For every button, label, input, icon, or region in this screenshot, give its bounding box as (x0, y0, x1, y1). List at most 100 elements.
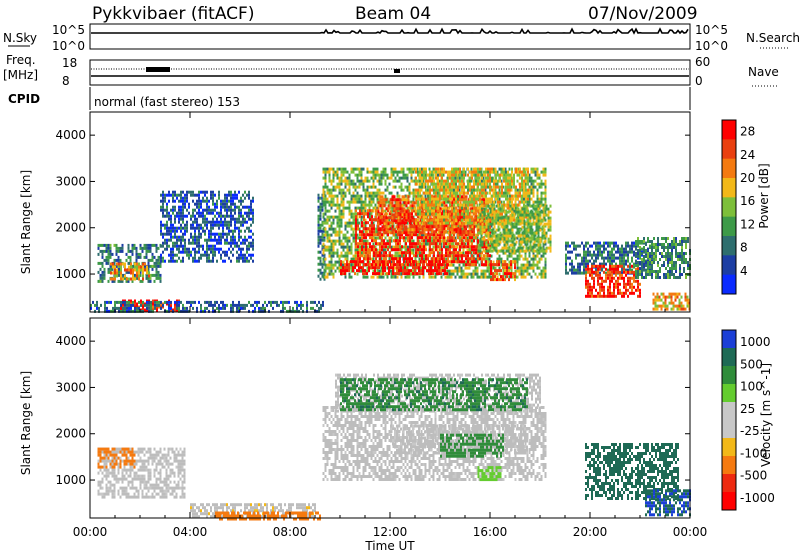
heatmap-cell (454, 266, 457, 270)
heatmap-cell (342, 206, 345, 210)
heatmap-cell (358, 170, 361, 174)
heatmap-cell (340, 188, 343, 192)
heatmap-cell (355, 230, 357, 234)
heatmap-cell (198, 196, 200, 200)
heatmap-cell (362, 206, 365, 210)
heatmap-cell (208, 211, 210, 215)
heatmap-cell (142, 309, 144, 313)
heatmap-cell (128, 306, 130, 310)
heatmap-cell (319, 241, 322, 245)
heatmap-cell (230, 220, 232, 224)
heatmap-cell (455, 251, 457, 255)
heatmap-cell (328, 173, 331, 177)
heatmap-cell (212, 196, 214, 200)
heatmap-cell (352, 269, 354, 273)
heatmap-cell (494, 272, 497, 276)
heatmap-cell (366, 179, 369, 183)
heatmap-cell (396, 266, 398, 270)
heatmap-cell (324, 263, 327, 267)
heatmap-cell (528, 263, 531, 267)
heatmap-cell (417, 230, 419, 234)
heatmap-cell (196, 241, 198, 245)
heatmap-cell (465, 236, 467, 240)
heatmap-cell (232, 217, 234, 221)
heatmap-cell (166, 223, 168, 227)
heatmap-cell (352, 200, 355, 204)
heatmap-cell (520, 188, 523, 192)
heatmap-cell (474, 272, 477, 276)
heatmap-cell (132, 277, 134, 281)
heatmap-cell (332, 245, 335, 249)
heatmap-cell (124, 265, 126, 269)
heatmap-cell (544, 269, 547, 273)
heatmap-cell (444, 263, 447, 267)
heatmap-cell (310, 306, 312, 310)
heatmap-cell (406, 167, 409, 171)
heatmap-cell (352, 254, 355, 258)
heatmap-cell (444, 227, 447, 231)
heatmap-cell (252, 196, 254, 200)
heatmap-cell (516, 269, 519, 273)
heatmap-cell (134, 262, 136, 266)
heatmap-cell (170, 253, 172, 257)
heatmap-cell (236, 309, 238, 313)
heatmap-cell (128, 300, 130, 304)
heatmap-cell (355, 233, 357, 237)
heatmap-cell (200, 205, 202, 209)
heatmap-cell (326, 230, 329, 234)
heatmap-cell (415, 233, 417, 237)
heatmap-cell (134, 306, 136, 310)
heatmap-cell (399, 221, 401, 225)
heatmap-cell (544, 257, 547, 261)
heatmap-cell (120, 309, 122, 313)
heatmap-cell (121, 243, 124, 247)
heatmap-cell (367, 215, 369, 219)
heatmap-cell (218, 193, 220, 197)
freq-panel-frame (89, 59, 691, 86)
heatmap-cell (471, 263, 473, 267)
heatmap-cell (190, 214, 192, 218)
heatmap-cell (354, 200, 357, 204)
heatmap-cell (326, 263, 329, 267)
heatmap-cell (512, 197, 515, 201)
heatmap-cell (172, 208, 174, 212)
heatmap-cell (176, 247, 178, 251)
heatmap-cell (453, 248, 455, 252)
heatmap-cell (258, 300, 260, 304)
heatmap-cell (196, 193, 198, 197)
heatmap-cell (396, 254, 399, 258)
heatmap-cell (112, 265, 114, 269)
heatmap-cell (372, 206, 375, 210)
heatmap-cell (377, 260, 379, 264)
heatmap-cell (334, 215, 337, 219)
heatmap-cell (452, 188, 455, 192)
heatmap-cell (418, 251, 421, 255)
heatmap-cell (435, 230, 437, 234)
heatmap-cell (359, 242, 361, 246)
heatmap-cell (372, 179, 375, 183)
heatmap-cell (340, 173, 343, 177)
heatmap-cell (530, 179, 533, 183)
heatmap-cell (174, 190, 176, 194)
heatmap-cell (220, 211, 222, 215)
heatmap-cell (534, 245, 537, 249)
heatmap-cell (142, 271, 144, 275)
heatmap-cell (338, 260, 341, 264)
heatmap-cell (198, 226, 200, 230)
heatmap-cell (103, 270, 106, 274)
heatmap-cell (451, 236, 453, 240)
heatmap-cell (110, 309, 112, 313)
heatmap-cell (378, 266, 380, 270)
heatmap-cell (383, 239, 385, 243)
heatmap-cell (372, 200, 375, 204)
heatmap-cell (270, 300, 272, 304)
heatmap-cell (359, 254, 361, 258)
heatmap-cell (530, 263, 533, 267)
heatmap-cell (340, 218, 343, 222)
heatmap-cell (192, 214, 194, 218)
heatmap-cell (224, 193, 226, 197)
heatmap-cell (338, 218, 341, 222)
heatmap-cell (188, 253, 190, 257)
freq-right-tick-bottom: 0 (695, 74, 703, 88)
heatmap-cell (394, 251, 397, 255)
